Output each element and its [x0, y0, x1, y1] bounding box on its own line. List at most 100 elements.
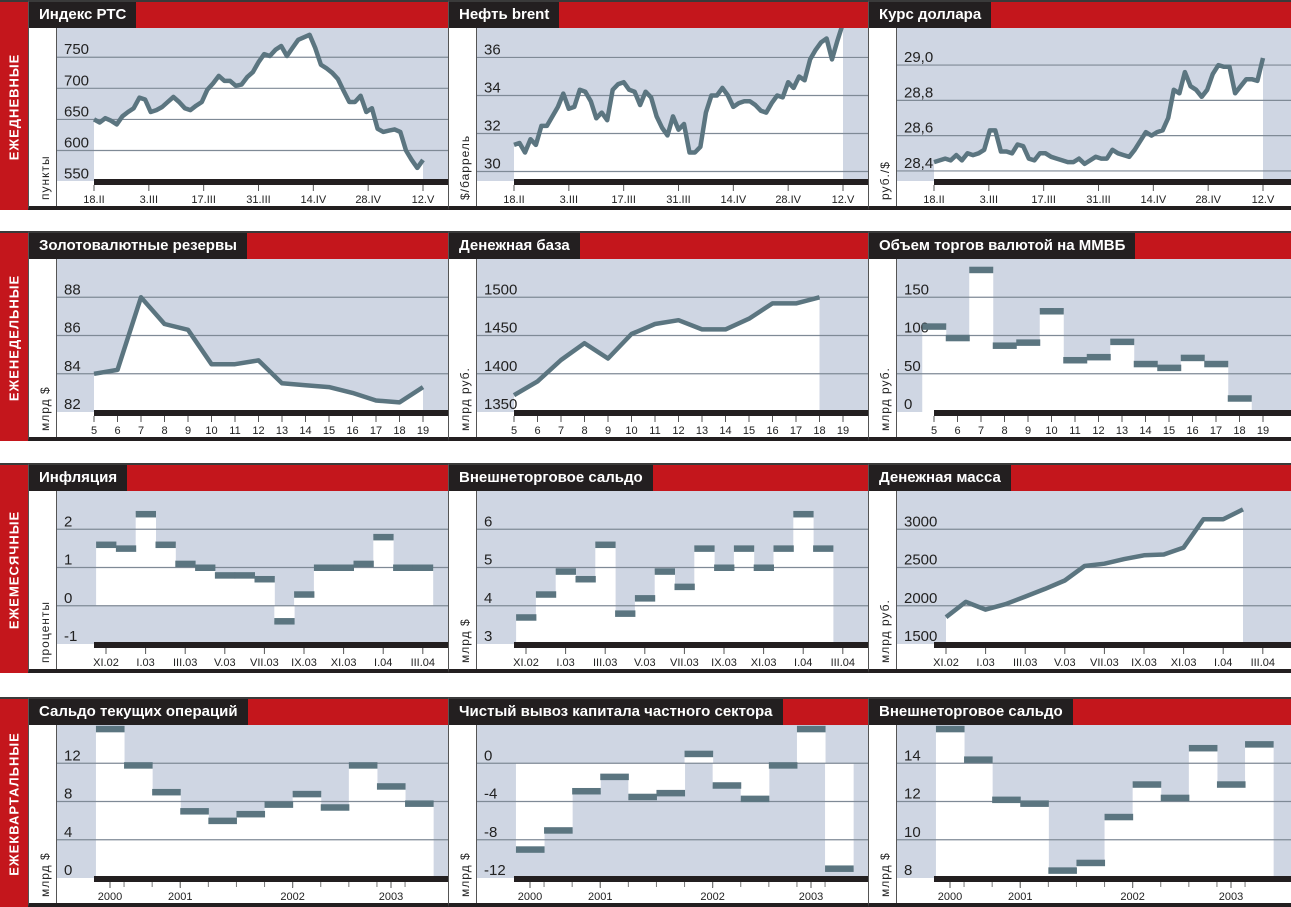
x-tick-label: 19 [1257, 425, 1269, 437]
bar-fill [373, 536, 394, 606]
chart-title-bar: Курс доллара [869, 2, 1291, 28]
x-tick-label: V.03 [1054, 657, 1076, 669]
bar-fill [155, 544, 176, 606]
x-tick-label: 15 [1163, 425, 1175, 437]
x-tick-label: 5 [511, 425, 517, 437]
bar-value-mark [1110, 338, 1135, 346]
y-axis-label: млрд руб. [878, 599, 892, 663]
x-tick-label: 7 [978, 425, 984, 437]
y-axis-label: $/баррель [458, 135, 472, 200]
x-tick-label: 15 [323, 425, 335, 437]
bar-fill [684, 753, 714, 764]
x-tick-label: IX.03 [291, 657, 317, 669]
chart-title: Внешнеторговое сальдо [869, 699, 1073, 725]
chart-panel: Внешнеторговое сальдо 8 10 12 14 2000 2001 2002… [868, 697, 1291, 907]
y-tick-label: 14 [904, 747, 921, 764]
y-axis-label: проценты [38, 601, 52, 663]
chart-svg: 8 10 12 14 2000 2001 2002 2003 млрд $ [878, 725, 1291, 903]
bar-fill [180, 811, 209, 878]
bar-value-mark [575, 575, 596, 583]
x-tick-label: VII.03 [1090, 657, 1119, 669]
bar-fill [175, 563, 196, 606]
x-tick-label: 14.IV [720, 194, 746, 206]
x-tick-label: 8 [1001, 425, 1007, 437]
bar-fill [1133, 363, 1158, 412]
x-tick-label: 17 [790, 425, 802, 437]
y-tick-label: 8 [64, 786, 72, 803]
bar-value-mark [313, 564, 335, 571]
bar-value-mark [793, 510, 814, 518]
bar-value-mark [535, 591, 557, 598]
x-tick-label: 3.III [140, 194, 158, 206]
chart-row: ЕЖЕМЕСЯЧНЫЕ Инфляция -1 0 1 2 XI.02 I.03 III.03 V… [0, 463, 1291, 673]
y-tick-label: 1500 [484, 281, 517, 298]
bar-value-mark [768, 762, 798, 769]
y-tick-label: 550 [64, 166, 89, 183]
bar-fill [1086, 356, 1111, 412]
y-tick-label: 1350 [484, 396, 517, 413]
x-axis-bar [514, 642, 868, 648]
y-axis-label: млрд $ [458, 852, 472, 897]
x-tick-label: 3.III [980, 194, 998, 206]
y-tick-label: 30 [484, 155, 501, 172]
x-tick-label: VII.03 [670, 657, 699, 669]
bar-fill [1245, 744, 1274, 878]
bar-value-mark [1020, 800, 1049, 807]
x-tick-label: 9 [1025, 425, 1031, 437]
chart-title-bar: Сальдо текущих операций [29, 699, 448, 725]
x-tick-label: III.04 [411, 657, 435, 669]
bar-value-mark [292, 790, 322, 798]
bar-fill [135, 513, 156, 606]
bar-value-mark [274, 618, 295, 625]
bar-value-mark [628, 793, 657, 801]
bar-fill [95, 728, 125, 878]
row-period-label: ЕЖЕНЕДЕЛЬНЫЕ [0, 231, 28, 441]
bar-value-mark [600, 773, 629, 781]
y-axis-label: пункты [38, 155, 52, 200]
y-axis-label: руб./$ [878, 161, 892, 200]
bar-value-mark [694, 545, 715, 552]
chart-title: Нефть brent [449, 2, 560, 28]
x-tick-label: I.03 [136, 657, 154, 669]
area-fill [514, 297, 820, 412]
x-tick-label: 17 [370, 425, 382, 437]
chart-title: Индекс РТС [29, 2, 137, 28]
chart-title-bar: Внешнеторговое сальдо [449, 465, 868, 491]
bar-value-mark [1204, 360, 1229, 368]
x-tick-label: 18 [393, 425, 405, 437]
x-tick-label: 17.III [611, 194, 635, 206]
y-tick-label: 10 [904, 824, 921, 841]
y-tick-label: 2 [64, 513, 72, 530]
x-tick-label: 28.IV [1195, 194, 1221, 206]
chart-svg: -1 0 1 2 XI.02 I.03 III.03 V.03 VII.03 IX.03 XI.03… [38, 491, 448, 669]
bar-value-mark [753, 564, 774, 571]
row-period-label: ЕЖЕКВАРТАЛЬНЫЕ [0, 697, 28, 907]
bar-fill [992, 799, 1021, 878]
bar-value-mark [684, 750, 714, 758]
bar-value-mark [733, 545, 755, 552]
bar-fill [1160, 797, 1190, 878]
bar-fill [353, 563, 374, 606]
y-tick-label: 700 [64, 72, 89, 89]
bar-fill [1216, 784, 1246, 878]
bar-value-mark [945, 334, 970, 342]
y-tick-label: 150 [904, 281, 929, 298]
bar-fill [575, 578, 596, 644]
x-axis-bar [934, 410, 1291, 416]
y-tick-label: 1400 [484, 358, 517, 375]
bar-value-mark [825, 865, 854, 872]
chart-svg: 28,4 28,6 28,8 29,0 18.II 3.III 17.III 31.III 14… [878, 28, 1291, 206]
y-axis-label: млрд руб. [878, 367, 892, 431]
x-axis-bar [934, 642, 1291, 648]
bar-value-mark [992, 796, 1021, 804]
row-period-label: ЕЖЕДНЕВНЫЕ [0, 0, 28, 210]
x-tick-label: 12.V [1252, 194, 1275, 206]
y-tick-label: 28,8 [904, 84, 933, 101]
x-tick-label: 19 [417, 425, 429, 437]
bar-value-mark [1160, 794, 1190, 802]
bar-fill [1039, 311, 1064, 412]
y-tick-label: 0 [64, 862, 72, 879]
bar-value-mark [992, 342, 1017, 349]
bar-fill [1188, 747, 1218, 878]
